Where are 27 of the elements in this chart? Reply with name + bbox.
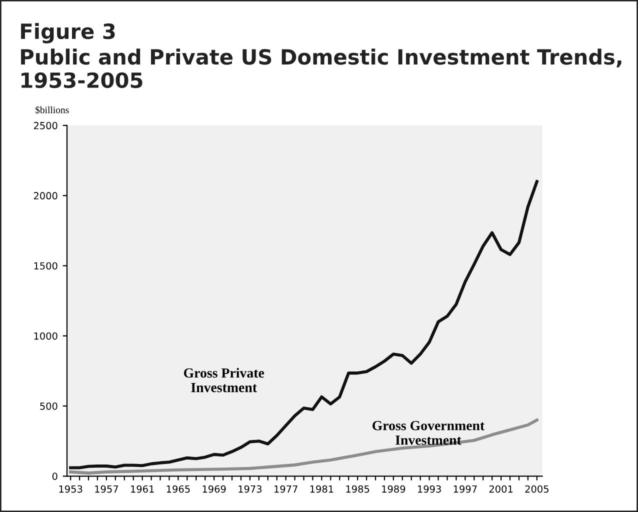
x-tick-label: 1973 bbox=[238, 485, 262, 493]
x-tick-label: 1957 bbox=[95, 485, 118, 493]
x-tick-label: 1989 bbox=[382, 485, 406, 493]
chart-subtitle: Public and Private US Domestic Investment Trends, 1953-2005 bbox=[21, 48, 622, 88]
y-tick-label: 500 bbox=[40, 402, 58, 410]
y-tick-label: 1500 bbox=[34, 262, 58, 270]
line-series bbox=[69, 180, 538, 470]
y-tick-label: 2000 bbox=[34, 192, 58, 200]
x-tick-label: 1997 bbox=[454, 485, 477, 493]
x-tick-label: 2005 bbox=[525, 485, 548, 493]
y-tick-label: 2500 bbox=[34, 122, 58, 130]
y-tick-label: 0 bbox=[52, 472, 58, 480]
x-tick-label: 1981 bbox=[310, 485, 334, 493]
line-series bbox=[69, 418, 538, 475]
y-axis-title: $billions bbox=[36, 106, 69, 114]
x-tick-label: 2001 bbox=[489, 485, 513, 493]
x-tick-label: 1961 bbox=[131, 485, 154, 493]
x-tick-label: 1993 bbox=[418, 485, 441, 493]
y-tick-label: 1000 bbox=[34, 332, 58, 340]
x-tick-label: 1965 bbox=[166, 485, 190, 493]
text: Gross Private Investment bbox=[184, 368, 264, 392]
x-tick-label: 1969 bbox=[202, 485, 226, 493]
chart-title: Figure 3 bbox=[21, 23, 115, 44]
x-tick-label: 1985 bbox=[346, 485, 370, 493]
series-label: Gross Government Investment bbox=[372, 420, 485, 445]
x-tick-label: 1953 bbox=[59, 485, 82, 493]
x-tick-label: 1977 bbox=[274, 485, 298, 493]
